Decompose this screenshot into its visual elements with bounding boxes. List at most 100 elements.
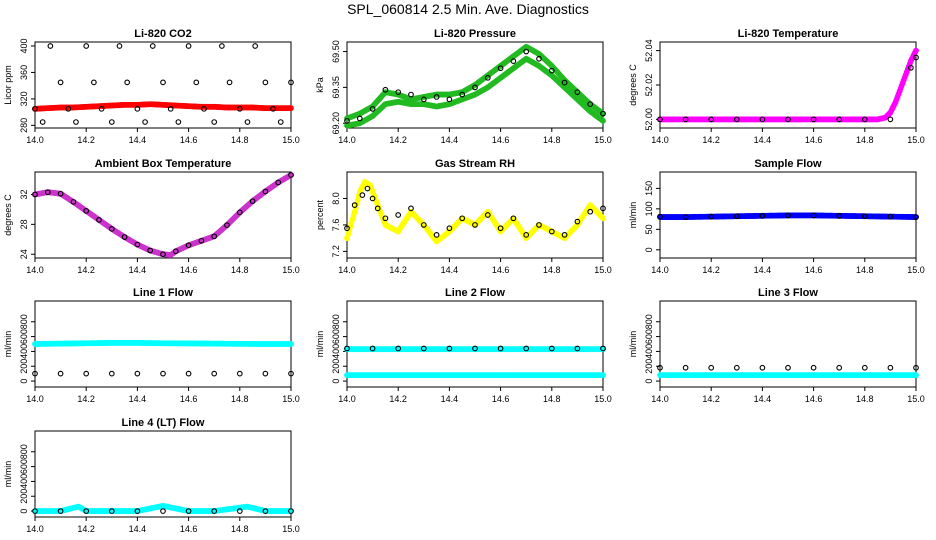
data-point (446, 96, 453, 103)
data-point (121, 234, 128, 240)
data-point (288, 79, 294, 86)
data-point (236, 209, 243, 216)
data-point (600, 215, 606, 222)
chart-panel: Gas Stream RH 14.0 14.2 14.4 14.6 14.8 15.0 7.2… (315, 158, 612, 275)
data-point (733, 364, 740, 371)
data-point (288, 105, 294, 112)
data-point (785, 116, 791, 123)
data-series (32, 172, 294, 258)
data-point (288, 341, 294, 347)
data-point (124, 79, 131, 86)
data-point (32, 191, 38, 198)
data-series (32, 101, 294, 112)
x-tick-label: 15.0 (282, 265, 300, 275)
data-point (587, 101, 594, 107)
data-point (836, 116, 843, 123)
x-tick-label: 14.4 (441, 265, 459, 275)
page-title: SPL_060814 2.5 Min. Ave. Diagnostics (347, 1, 589, 17)
x-tick-label: 14.8 (231, 524, 249, 534)
y-tick-label: 24 (19, 249, 29, 259)
chart-panel: Line 1 Flow 14.0 14.2 14.4 14.6 14.8 15.0 0 2004… (3, 287, 300, 404)
data-point (561, 79, 568, 86)
data-series (657, 212, 919, 220)
data-point (382, 86, 389, 93)
y-tick-label: 0 (19, 509, 29, 514)
data-series (32, 339, 294, 347)
x-tick-label: 14.0 (338, 265, 356, 275)
x-tick-label: 14.0 (651, 265, 669, 275)
chart-panel: Line 4 (LT) Flow 14.0 14.2 14.4 14.6 14.8 15.0… (3, 417, 300, 534)
y-axis-label: Licor ppm (3, 65, 13, 105)
y-tick-label: 400 (19, 474, 29, 489)
x-tick-label: 14.4 (754, 265, 772, 275)
y-tick-label: 800 (331, 314, 341, 329)
data-point (887, 116, 894, 123)
data-point (236, 370, 243, 377)
x-tick-label: 14.8 (231, 135, 249, 145)
y-tick-label: 200 (19, 359, 29, 374)
x-tick-label: 14.8 (856, 394, 874, 404)
x-tick-label: 14.4 (129, 135, 147, 145)
data-point (167, 105, 174, 112)
y-tick-label: 600 (19, 329, 29, 344)
y-tick-label: 600 (19, 459, 29, 474)
data-point (252, 43, 259, 49)
data-point (497, 65, 504, 72)
data-point (83, 208, 90, 214)
y-axis-label: degrees C (628, 64, 638, 106)
plot-frame (34, 171, 292, 259)
x-tick-label: 14.2 (77, 265, 95, 275)
y-tick-label: 52.04 (644, 39, 654, 62)
data-point (759, 364, 766, 371)
data-point (108, 225, 115, 232)
data-point (249, 198, 256, 205)
data-point (420, 96, 427, 103)
x-tick-label: 14.0 (26, 394, 44, 404)
data-point (657, 116, 663, 123)
data-series (32, 370, 294, 377)
y-axis-label: ml/min (3, 331, 13, 358)
data-point (57, 79, 64, 86)
data-series (657, 364, 919, 371)
x-tick-label: 14.6 (805, 265, 823, 275)
data-point (226, 79, 233, 86)
chart-panel: Li-820 CO2 14.0 14.2 14.4 14.6 14.8 15.0 280 320… (3, 28, 300, 145)
data-series (344, 55, 606, 129)
data-point (73, 119, 79, 125)
data-point (211, 233, 218, 240)
y-tick-label: 400 (19, 38, 29, 53)
data-point (175, 119, 182, 125)
data-point (57, 190, 64, 197)
chart-panel: Sample Flow 14.0 14.2 14.4 14.6 14.8 15.0 0 50 10… (628, 158, 925, 275)
data-point (149, 43, 156, 49)
data-point (134, 370, 141, 377)
data-point (708, 364, 715, 371)
y-tick-label: 7.6 (331, 219, 341, 232)
x-tick-label: 15.0 (282, 524, 300, 534)
data-point (913, 54, 919, 61)
chart-panel: Line 3 Flow 14.0 14.2 14.4 14.6 14.8 15.0 0 2004… (628, 287, 925, 404)
data-point (108, 370, 115, 377)
data-series (32, 43, 294, 125)
data-point (47, 43, 54, 49)
x-tick-label: 14.8 (231, 265, 249, 275)
data-point (913, 47, 919, 54)
x-tick-label: 14.2 (702, 394, 720, 404)
data-point (96, 217, 102, 223)
data-point (523, 48, 530, 55)
x-tick-label: 14.2 (389, 265, 407, 275)
x-tick-label: 15.0 (907, 135, 925, 145)
data-point (913, 372, 919, 379)
x-tick-label: 15.0 (594, 265, 612, 275)
data-point (733, 116, 740, 123)
chart-title: Li-820 CO2 (134, 28, 191, 40)
x-tick-label: 14.0 (338, 394, 356, 404)
y-tick-label: 0 (331, 379, 341, 384)
data-point (201, 105, 207, 112)
y-axis-label: ml/min (315, 331, 325, 358)
data-series (657, 47, 919, 123)
chart-title: Line 4 (LT) Flow (122, 417, 205, 429)
y-axis-label: kPa (315, 77, 325, 93)
x-tick-label: 14.6 (180, 524, 198, 534)
x-tick-label: 14.2 (77, 394, 95, 404)
